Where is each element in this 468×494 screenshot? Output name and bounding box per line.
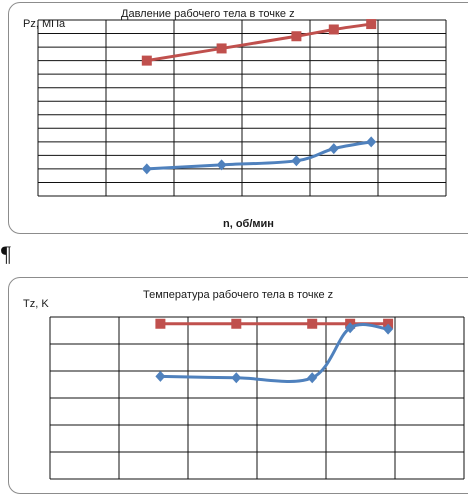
data-point: [366, 19, 377, 30]
x-axis-label: n, об/мин: [223, 218, 274, 230]
data-point: [383, 323, 394, 335]
data-point: [141, 55, 152, 66]
data-point: [291, 155, 302, 167]
temperature-chart-panel: [8, 277, 468, 494]
data-point: [216, 43, 227, 54]
chart-title: Давление рабочего тела в точке z: [121, 8, 295, 20]
data-point: [328, 24, 339, 35]
data-point: [345, 322, 356, 334]
data-point: [291, 31, 302, 42]
chart-title: Температура рабочего тела в точке z: [143, 289, 334, 301]
data-point: [141, 163, 152, 175]
data-point: [328, 143, 339, 155]
y-axis-label: Pz, МПа: [23, 18, 66, 30]
data-point: [231, 318, 242, 329]
data-point: [155, 318, 166, 329]
series-line: [160, 323, 389, 383]
data-point: [216, 159, 227, 171]
data-point: [231, 372, 242, 384]
y-axis-label: Tz, K: [23, 298, 49, 310]
data-point: [307, 372, 318, 384]
data-point: [155, 370, 166, 382]
paragraph-mark: ¶: [1, 241, 11, 266]
pressure-chart-panel: [8, 2, 468, 234]
data-point: [366, 136, 377, 148]
temperature-chart: [49, 316, 465, 480]
data-point: [307, 318, 318, 329]
pressure-chart: [37, 19, 447, 197]
